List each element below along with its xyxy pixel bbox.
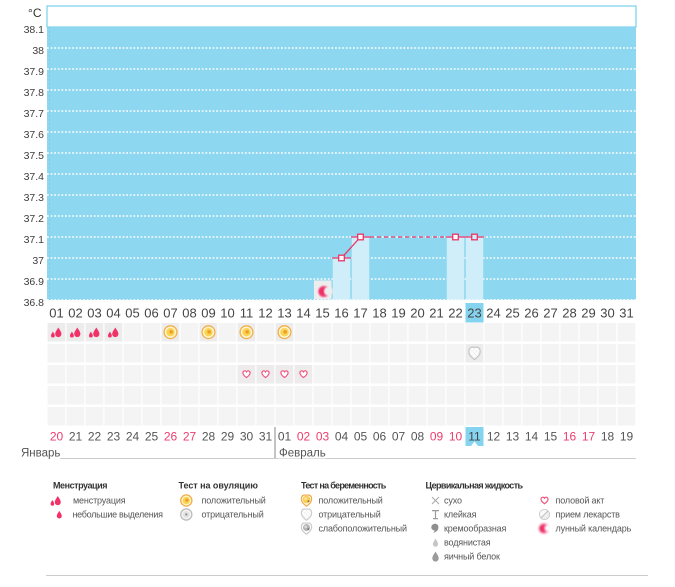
svg-text:16: 16 [563, 430, 577, 444]
svg-text:Тест на овуляцию: Тест на овуляцию [179, 481, 259, 491]
svg-text:38.1: 38.1 [24, 24, 45, 36]
svg-text:12: 12 [487, 430, 501, 444]
svg-text:36.9: 36.9 [24, 276, 45, 288]
svg-text:22: 22 [448, 306, 462, 321]
svg-text:24: 24 [486, 306, 500, 321]
svg-text:37.6: 37.6 [24, 129, 45, 141]
svg-text:24: 24 [126, 430, 140, 444]
svg-text:Менструация: Менструация [53, 481, 107, 491]
svg-text:02: 02 [68, 306, 82, 321]
svg-text:лунный календарь: лунный календарь [556, 524, 632, 534]
svg-text:27: 27 [183, 430, 197, 444]
svg-text:13: 13 [506, 430, 520, 444]
svg-text:37.4: 37.4 [24, 171, 45, 183]
svg-text:27: 27 [543, 306, 557, 321]
svg-text:14: 14 [525, 430, 539, 444]
svg-text:37.9: 37.9 [24, 66, 45, 78]
svg-text:08: 08 [411, 430, 425, 444]
svg-text:21: 21 [429, 306, 443, 321]
svg-text:°C: °C [28, 6, 42, 20]
svg-text:22: 22 [88, 430, 102, 444]
svg-text:прием лекарств: прием лекарств [556, 510, 621, 520]
svg-text:водянистая: водянистая [444, 538, 491, 548]
svg-text:положительный: положительный [202, 496, 266, 506]
svg-text:04: 04 [335, 430, 349, 444]
svg-text:16: 16 [334, 306, 348, 321]
svg-text:12: 12 [258, 306, 272, 321]
svg-text:31: 31 [619, 306, 633, 321]
svg-text:23: 23 [467, 306, 481, 321]
svg-text:07: 07 [163, 306, 177, 321]
svg-text:37.8: 37.8 [24, 87, 45, 99]
svg-text:02: 02 [297, 430, 311, 444]
svg-text:слабоположительный: слабоположительный [319, 524, 407, 534]
svg-text:26: 26 [164, 430, 178, 444]
svg-text:Тест на беременность: Тест на беременность [301, 481, 387, 491]
svg-text:37: 37 [32, 255, 44, 267]
svg-text:10: 10 [220, 306, 234, 321]
svg-text:05: 05 [125, 306, 139, 321]
svg-text:Февраль: Февраль [279, 448, 326, 460]
svg-text:30: 30 [600, 306, 614, 321]
svg-text:25: 25 [505, 306, 519, 321]
svg-text:10: 10 [449, 430, 463, 444]
svg-text:08: 08 [182, 306, 196, 321]
svg-text:28: 28 [202, 430, 216, 444]
svg-text:04: 04 [106, 306, 120, 321]
svg-text:37.1: 37.1 [24, 234, 45, 246]
svg-text:яичный белок: яичный белок [444, 552, 500, 562]
svg-text:30: 30 [240, 430, 254, 444]
svg-text:20: 20 [50, 430, 64, 444]
svg-text:37.3: 37.3 [24, 192, 45, 204]
svg-text:29: 29 [221, 430, 235, 444]
svg-text:15: 15 [544, 430, 558, 444]
svg-text:половой акт: половой акт [556, 496, 605, 506]
svg-text:28: 28 [562, 306, 576, 321]
svg-text:отрицательный: отрицательный [202, 510, 264, 520]
svg-text:18: 18 [372, 306, 386, 321]
svg-text:36.8: 36.8 [24, 297, 45, 309]
svg-text:11: 11 [240, 306, 254, 321]
svg-text:11: 11 [468, 430, 481, 444]
svg-text:сухо: сухо [444, 496, 462, 506]
svg-text:положительный: положительный [319, 496, 383, 506]
svg-text:03: 03 [87, 306, 101, 321]
svg-text:06: 06 [144, 306, 158, 321]
svg-text:отрицательный: отрицательный [319, 510, 381, 520]
svg-text:17: 17 [582, 430, 596, 444]
svg-text:19: 19 [391, 306, 405, 321]
svg-text:09: 09 [201, 306, 215, 321]
svg-text:14: 14 [296, 306, 310, 321]
svg-text:37.5: 37.5 [24, 150, 45, 162]
svg-text:19: 19 [620, 430, 634, 444]
svg-text:21: 21 [69, 430, 83, 444]
svg-text:17: 17 [353, 306, 367, 321]
svg-text:клейкая: клейкая [444, 510, 477, 520]
svg-text:23: 23 [107, 430, 121, 444]
svg-text:37.2: 37.2 [24, 213, 45, 225]
svg-text:29: 29 [581, 306, 595, 321]
svg-text:07: 07 [392, 430, 406, 444]
svg-text:37.7: 37.7 [24, 108, 45, 120]
svg-text:20: 20 [410, 306, 424, 321]
svg-text:05: 05 [354, 430, 368, 444]
svg-text:25: 25 [145, 430, 159, 444]
svg-text:небольшие выделения: небольшие выделения [73, 510, 164, 520]
svg-text:09: 09 [430, 430, 444, 444]
svg-text:31: 31 [259, 430, 273, 444]
svg-text:15: 15 [315, 306, 329, 321]
svg-text:Цервикальная жидкость: Цервикальная жидкость [426, 481, 524, 491]
svg-text:38: 38 [32, 45, 44, 57]
svg-text:13: 13 [277, 306, 291, 321]
svg-text:Январь: Январь [21, 448, 60, 460]
svg-text:01: 01 [49, 306, 63, 321]
svg-text:06: 06 [373, 430, 387, 444]
svg-text:менструация: менструация [73, 496, 126, 506]
svg-text:03: 03 [316, 430, 330, 444]
svg-text:01: 01 [278, 430, 292, 444]
svg-text:26: 26 [524, 306, 538, 321]
svg-text:кремообразная: кремообразная [444, 524, 507, 534]
svg-text:18: 18 [601, 430, 615, 444]
